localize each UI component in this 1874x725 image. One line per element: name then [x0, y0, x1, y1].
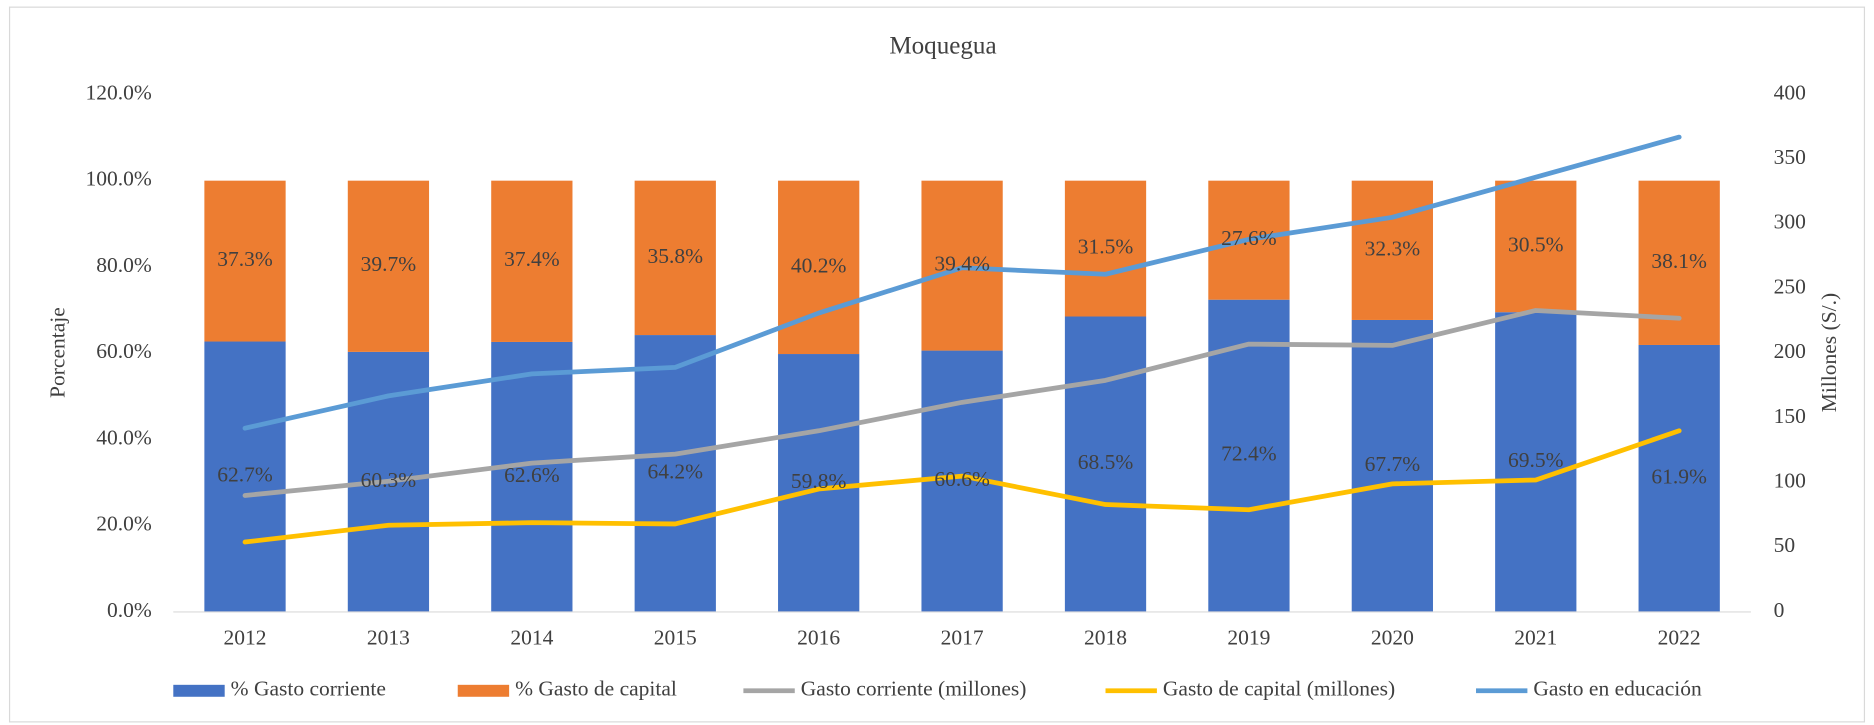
- line-series: [242, 134, 1682, 431]
- x-tick-label: 2021: [1514, 625, 1557, 649]
- data-label: 31.5%: [1078, 235, 1134, 259]
- y2-tick-label: 150: [1774, 404, 1806, 428]
- bar-segment: [1064, 180, 1147, 317]
- data-label: 40.2%: [791, 253, 847, 277]
- data-label: 69.5%: [1508, 448, 1564, 472]
- data-label: 37.4%: [504, 247, 560, 271]
- data-label: 62.7%: [217, 463, 273, 487]
- data-label: 62.6%: [504, 463, 560, 487]
- bar-segment: [204, 341, 286, 612]
- bar-segment: [1638, 344, 1720, 612]
- bar-segment: [778, 354, 860, 612]
- legend-label: % Gasto corriente: [231, 677, 386, 701]
- data-label: 60.3%: [361, 468, 417, 492]
- y2-tick-label: 50: [1774, 533, 1796, 557]
- y2-tick-label: 400: [1774, 80, 1806, 104]
- x-tick-label: 2012: [224, 625, 267, 649]
- bar-segment: [491, 180, 573, 342]
- data-label: 32.3%: [1365, 236, 1421, 260]
- legend-swatch: [457, 684, 510, 697]
- bar-segment: [1495, 180, 1577, 313]
- data-label: 39.4%: [934, 252, 990, 276]
- y-tick-label: 120.0%: [85, 80, 151, 104]
- data-label: 64.2%: [647, 459, 703, 483]
- x-tick-label: 2014: [510, 625, 553, 649]
- data-label: 35.8%: [647, 244, 703, 268]
- data-label: 59.8%: [791, 469, 847, 493]
- line-series: [242, 428, 1682, 545]
- chart-title: Moquegua: [889, 33, 996, 60]
- data-label: 67.7%: [1365, 452, 1421, 476]
- x-tick-label: 2013: [367, 625, 410, 649]
- chart-border: [8, 6, 1866, 723]
- y-tick-label: 80.0%: [96, 253, 152, 277]
- x-tick-label: 2017: [941, 625, 984, 649]
- y2-tick-label: 200: [1774, 339, 1806, 363]
- data-label: 68.5%: [1078, 450, 1134, 474]
- legend-label: Gasto en educación: [1533, 677, 1702, 701]
- y-tick-label: 40.0%: [96, 425, 152, 449]
- bar-segment: [347, 180, 430, 352]
- y2-axis-title: Millones (S/.): [1817, 293, 1841, 412]
- data-label: 27.6%: [1221, 226, 1277, 250]
- x-tick-label: 2015: [654, 625, 697, 649]
- data-label: 37.3%: [217, 247, 273, 271]
- x-tick-label: 2018: [1084, 625, 1127, 649]
- legend-label: Gasto de capital (millones): [1163, 677, 1395, 701]
- legend-label: Gasto corriente (millones): [801, 677, 1027, 701]
- bar-segment: [1351, 319, 1433, 612]
- data-label: 72.4%: [1221, 442, 1277, 466]
- bar-segment: [1064, 316, 1147, 612]
- line-series: [242, 308, 1682, 498]
- x-tick-label: 2022: [1658, 625, 1701, 649]
- y2-tick-label: 250: [1774, 274, 1806, 298]
- y2-tick-label: 350: [1774, 145, 1806, 169]
- legend-swatch: [173, 684, 225, 697]
- legend-label: % Gasto de capital: [515, 677, 677, 701]
- y-tick-label: 60.0%: [96, 339, 152, 363]
- data-label: 39.7%: [361, 252, 417, 276]
- bar-segment: [634, 180, 716, 336]
- y-axis-title: Porcentaje: [46, 307, 70, 398]
- x-tick-label: 2016: [797, 625, 840, 649]
- data-label: 30.5%: [1508, 232, 1564, 256]
- bar-segment: [491, 341, 573, 612]
- y-tick-label: 20.0%: [96, 512, 152, 536]
- data-label: 60.6%: [934, 467, 990, 491]
- y2-tick-label: 0: [1774, 598, 1785, 622]
- y2-tick-label: 300: [1774, 210, 1806, 234]
- x-tick-label: 2019: [1227, 625, 1270, 649]
- bar-segment: [1351, 180, 1433, 320]
- y-tick-label: 0.0%: [107, 598, 152, 622]
- x-tick-label: 2020: [1371, 625, 1414, 649]
- y-tick-label: 100.0%: [85, 167, 151, 191]
- data-label: 61.9%: [1651, 464, 1707, 488]
- y2-tick-label: 100: [1774, 468, 1806, 492]
- bar-segment: [204, 180, 286, 342]
- data-label: 38.1%: [1651, 249, 1707, 273]
- bar-segment: [634, 335, 716, 612]
- bar-segment: [1495, 312, 1577, 612]
